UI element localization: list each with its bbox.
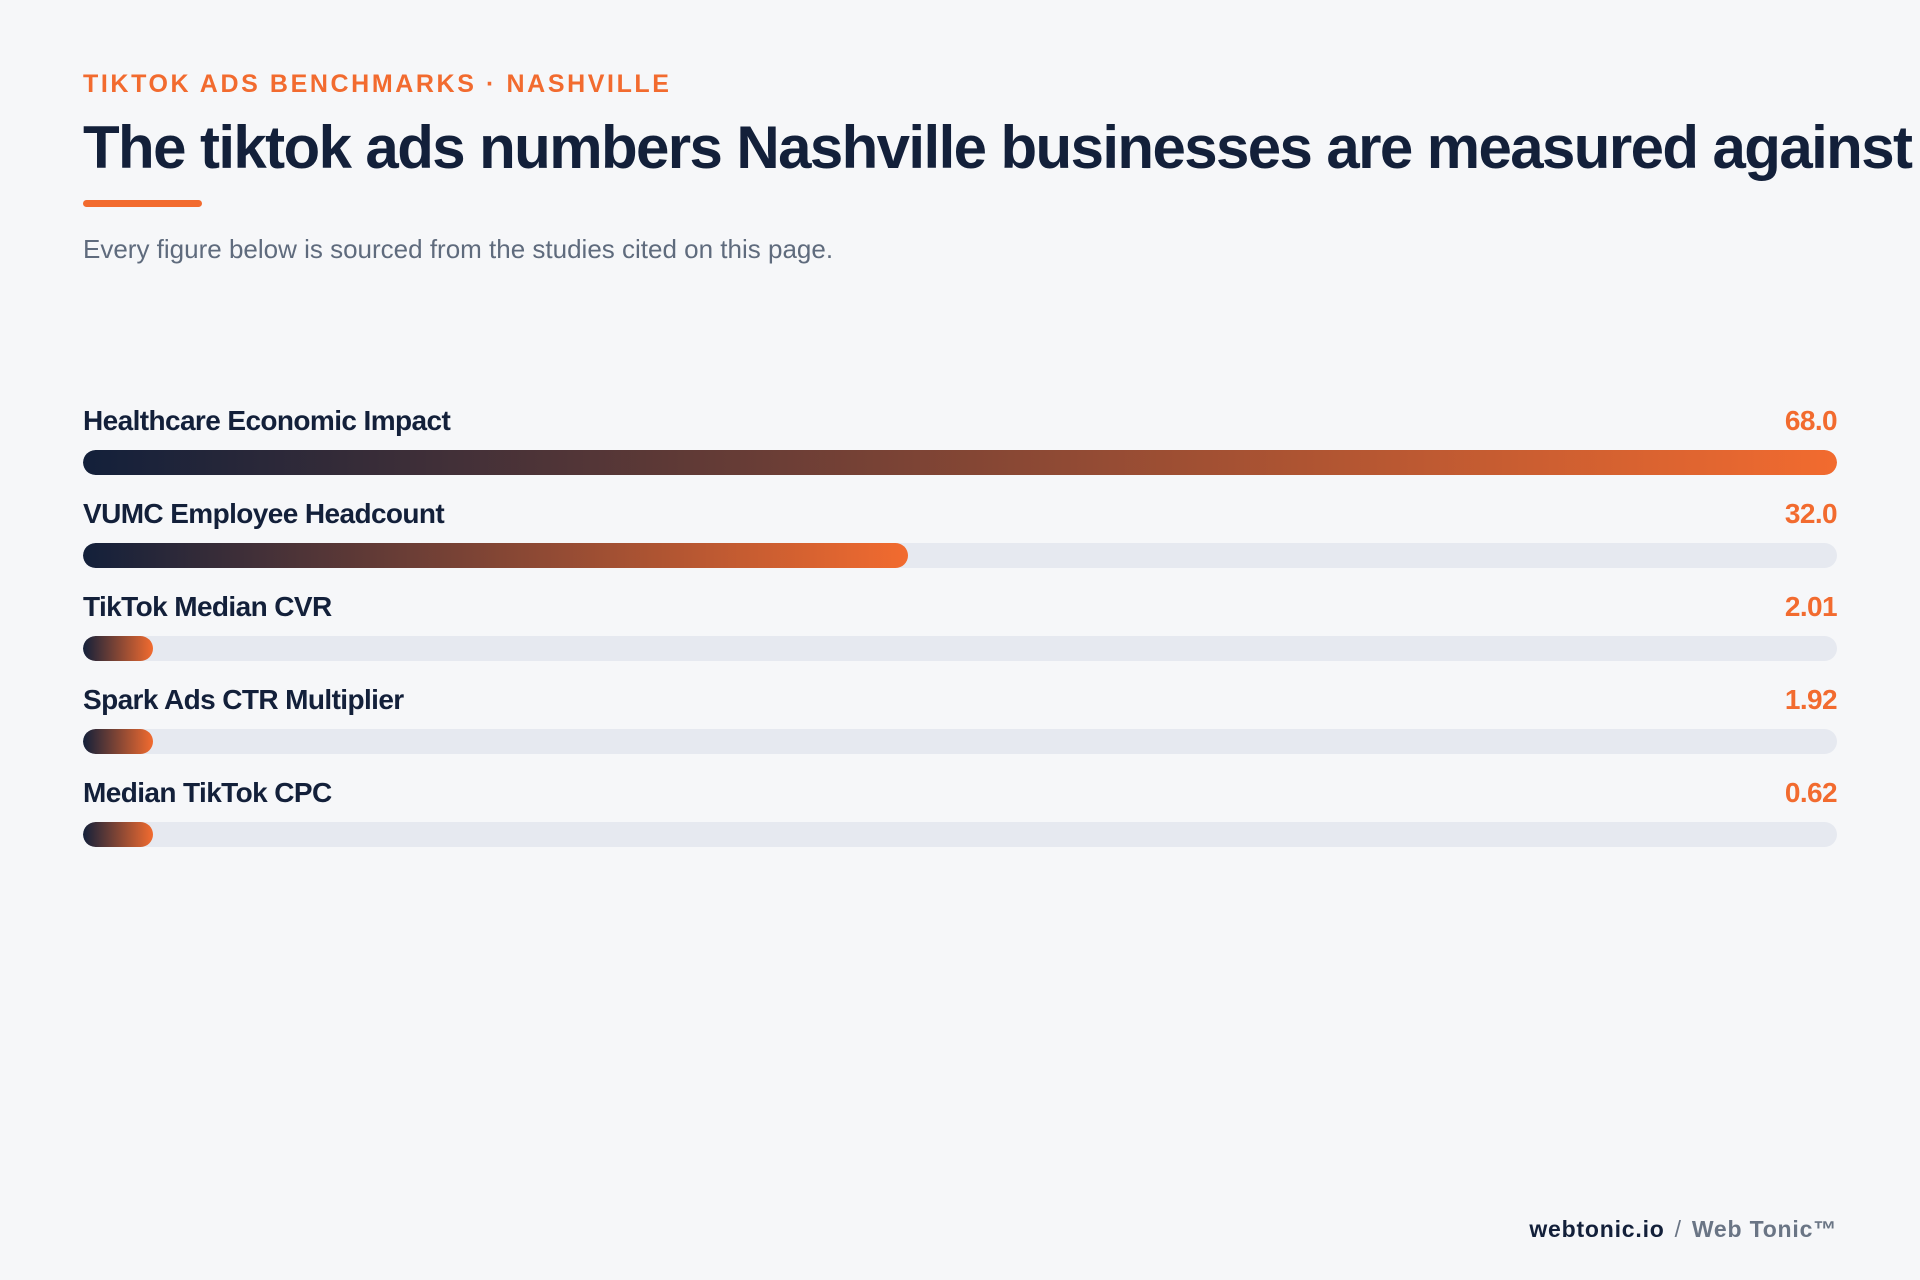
bar-track — [83, 636, 1837, 661]
bar-value-label: 1.92 — [1784, 684, 1838, 715]
bar-row: TikTok Median CVR 2.01 — [83, 586, 1838, 679]
footer: webtonic.io / Web Tonic™ — [1529, 1216, 1837, 1243]
footer-separator: / — [1674, 1216, 1682, 1242]
bar-row: VUMC Employee Headcount 32.0 — [83, 493, 1838, 586]
bar-label: VUMC Employee Headcount — [83, 498, 445, 529]
bar-label: Healthcare Economic Impact — [83, 405, 451, 436]
bar-value-label: 2.01 — [1784, 591, 1838, 622]
bar-fill — [83, 729, 153, 754]
bar-fill — [83, 822, 153, 847]
bar-fill — [83, 543, 909, 568]
bar-fill — [83, 450, 1837, 475]
bar-row: Spark Ads CTR Multiplier 1.92 — [83, 679, 1838, 772]
footer-site: webtonic.io — [1529, 1216, 1665, 1242]
title-underline — [83, 200, 202, 207]
bar-row: Median TikTok CPC 0.62 — [83, 772, 1838, 865]
bar-chart: Healthcare Economic Impact 68.0 VUMC Emplo… — [83, 400, 1838, 865]
bar-label: Spark Ads CTR Multiplier — [83, 684, 404, 715]
bar-track — [83, 543, 1837, 568]
eyebrow-label: TIKTOK ADS BENCHMARKS · NASHVILLE — [83, 70, 672, 98]
bar-track — [83, 450, 1837, 475]
bar-value-label: 68.0 — [1784, 405, 1838, 436]
bar-fill — [83, 636, 153, 661]
page-title: The tiktok ads numbers Nashville busines… — [83, 114, 1913, 181]
bar-label: TikTok Median CVR — [83, 591, 332, 622]
bar-track — [83, 729, 1837, 754]
bar-value-label: 0.62 — [1784, 777, 1838, 808]
bar-label: Median TikTok CPC — [83, 777, 332, 808]
page-subtitle: Every figure below is sourced from the s… — [83, 234, 834, 264]
bar-track — [83, 822, 1837, 847]
bar-value-label: 32.0 — [1784, 498, 1838, 529]
footer-brand: Web Tonic™ — [1691, 1216, 1837, 1242]
bar-row: Healthcare Economic Impact 68.0 — [83, 400, 1838, 493]
